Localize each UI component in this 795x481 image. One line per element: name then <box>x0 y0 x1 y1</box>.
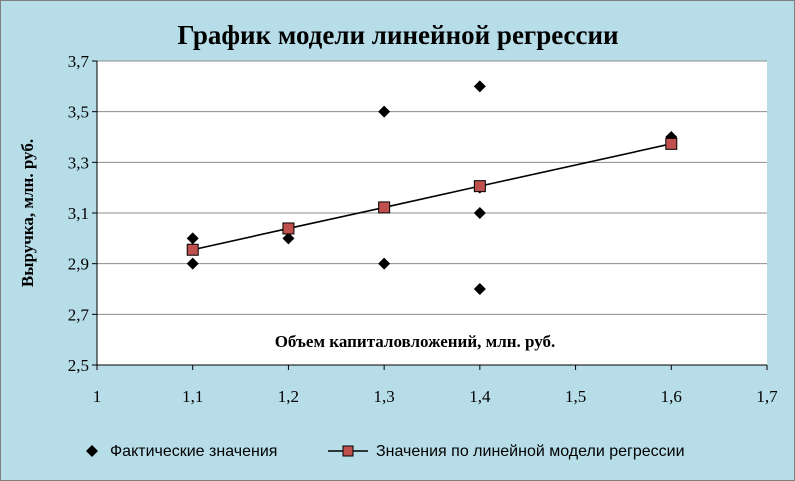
model-value-point <box>186 243 199 256</box>
x-tick-labels: 1 1,1 1,2 1,3 1,4 1,5 1,6 1,7 <box>93 387 778 406</box>
actual-value-point <box>282 232 295 245</box>
x-tick-label: 1,4 <box>469 387 491 406</box>
chart-title: График модели линейной регрессии <box>177 20 618 50</box>
series-markers <box>186 80 678 295</box>
legend-diamond-marker <box>86 445 98 457</box>
tick-marks <box>92 60 768 370</box>
actual-value-point <box>378 105 391 118</box>
y-tick-label: 3,1 <box>68 204 89 223</box>
actual-value-point <box>378 257 391 270</box>
y-tick-label: 2,7 <box>68 305 90 324</box>
x-tick-label: 1,5 <box>565 387 586 406</box>
model-value-point <box>665 137 678 150</box>
x-tick-label: 1 <box>93 387 102 406</box>
y-tick-label: 3,5 <box>68 103 89 122</box>
y-tick-label: 2,5 <box>68 356 89 375</box>
gridlines <box>97 60 767 315</box>
model-value-point <box>473 180 486 193</box>
x-axis-title: Объем капиталовложений, млн. руб. <box>275 332 556 351</box>
actual-value-point <box>473 207 486 219</box>
x-tick-label: 1,6 <box>661 387 682 406</box>
y-tick-label: 3,3 <box>68 153 89 172</box>
y-tick-labels: 2,5 2,7 2,9 3,1 3,3 3,5 3,7 <box>68 52 90 375</box>
actual-value-point <box>473 283 486 295</box>
legend-label-actual: Фактические значения <box>110 443 277 460</box>
y-axis-title: Выручка, млн. руб. <box>18 139 37 287</box>
y-tick-label: 3,7 <box>68 52 90 71</box>
model-value-point <box>282 222 295 235</box>
legend-label-model: Значения по линейной модели регрессии <box>376 443 685 460</box>
actual-value-point <box>186 257 199 270</box>
y-tick-label: 2,9 <box>68 255 89 274</box>
x-tick-label: 1,7 <box>756 387 778 406</box>
x-tick-label: 1,3 <box>374 387 395 406</box>
x-tick-label: 1,1 <box>182 387 203 406</box>
x-tick-label: 1,2 <box>278 387 299 406</box>
actual-value-point <box>186 232 199 245</box>
legend-square-marker <box>342 445 354 457</box>
model-value-point <box>378 201 391 214</box>
actual-value-point <box>473 80 486 93</box>
legend: Фактические значения Значения по линейно… <box>86 443 685 460</box>
